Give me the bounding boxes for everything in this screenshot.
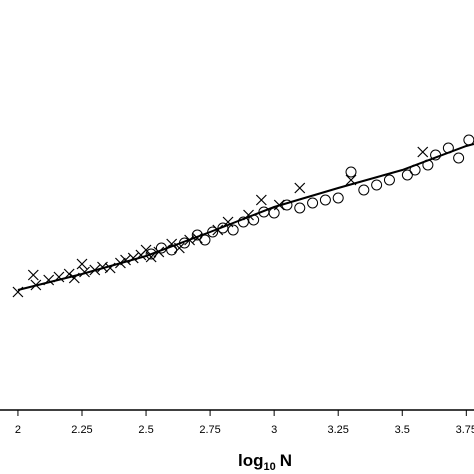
cross-point — [255, 194, 267, 206]
circle-point — [166, 244, 178, 256]
x-tick-label: 3 — [271, 424, 277, 436]
cross-point — [27, 269, 39, 281]
circle-point — [358, 184, 370, 196]
cross-point — [294, 182, 306, 194]
fit-line — [17, 143, 474, 291]
circle-point — [371, 179, 383, 191]
x-tick-label: 2.5 — [138, 424, 153, 436]
x-tick-label: 3.75 — [456, 424, 474, 436]
cross-point — [417, 146, 429, 158]
circle-point — [307, 197, 319, 209]
circle-point — [453, 152, 465, 164]
circle-point — [294, 202, 306, 214]
circle-point — [345, 166, 357, 178]
circle-point — [383, 174, 395, 186]
circle-point — [319, 194, 331, 206]
circle-point — [332, 192, 344, 204]
cross-point — [76, 258, 88, 270]
circle-point — [199, 234, 211, 246]
cross-point — [140, 244, 152, 256]
x-label-subscript: 10 — [263, 461, 275, 473]
x-label-suffix: N — [280, 451, 292, 470]
x-label-main: log — [238, 451, 264, 470]
circle-point — [145, 248, 157, 260]
x-tick-label: 3.5 — [395, 424, 410, 436]
x-tick-label: 3.25 — [327, 424, 348, 436]
x-tick-label: 2.25 — [71, 424, 92, 436]
x-axis-label: log10 N — [238, 451, 292, 472]
cross-point — [79, 266, 90, 278]
x-tick-label: 2 — [15, 424, 21, 436]
circle-point — [227, 224, 239, 236]
x-tick-label: 2.75 — [199, 424, 220, 436]
circle-point — [401, 169, 413, 181]
